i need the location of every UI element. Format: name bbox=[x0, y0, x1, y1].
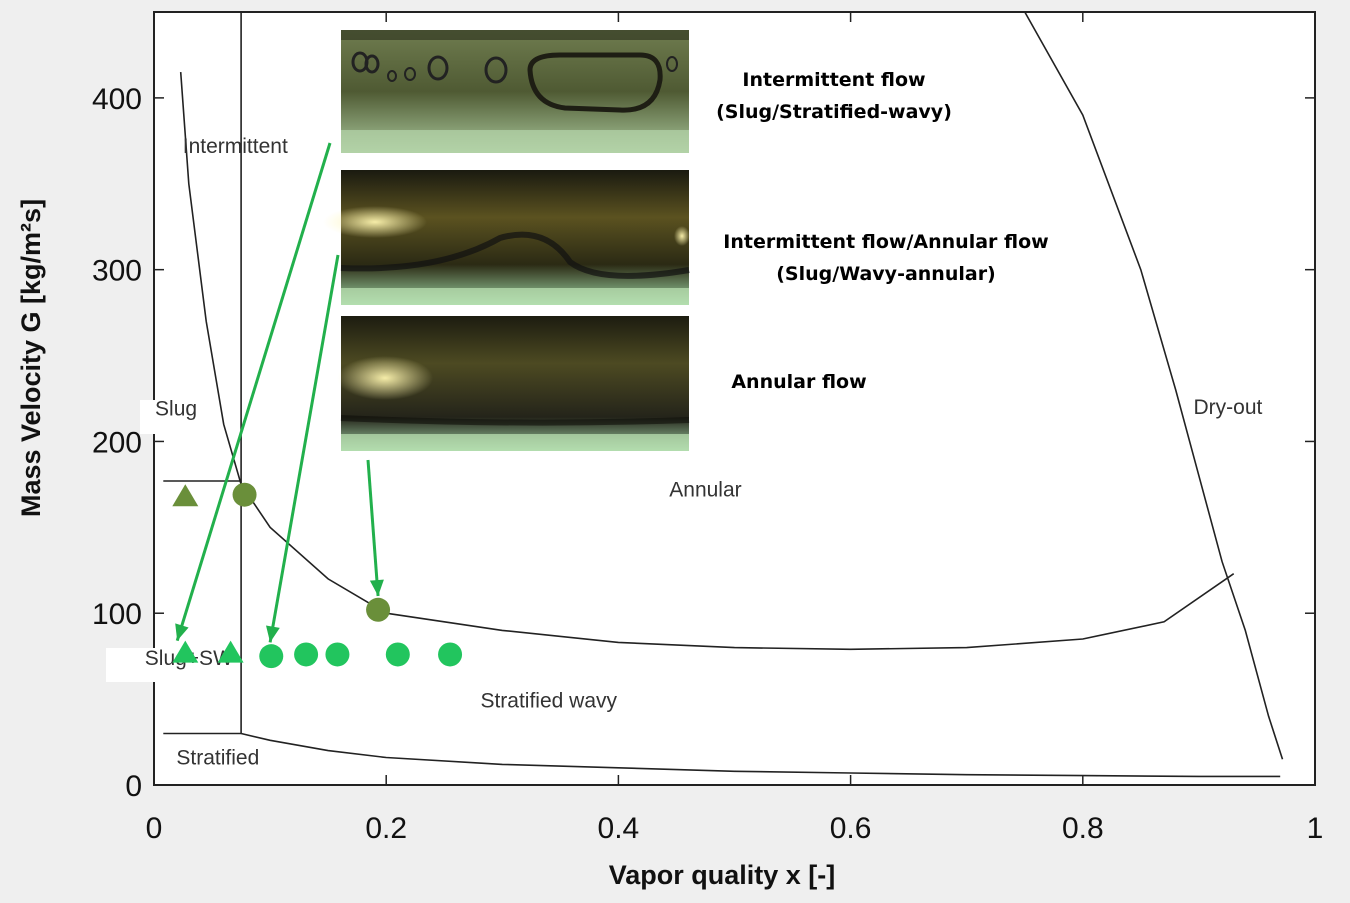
axis-ticks: 0 0.2 0.4 0.6 0.8 1 0 100 200 300 400 bbox=[92, 12, 1323, 845]
photo-arrows bbox=[175, 142, 384, 643]
y-axis-title: Mass Velocity G [kg/m²s] bbox=[16, 199, 46, 517]
x-axis-title: Vapor quality x [-] bbox=[609, 860, 836, 890]
x-tick-label: 1 bbox=[1307, 812, 1324, 845]
arrow-line bbox=[175, 142, 332, 642]
data-point-circle bbox=[232, 482, 257, 507]
data-point-triangle bbox=[217, 640, 244, 663]
region-label-slug: Slug bbox=[155, 398, 197, 421]
arrow-line bbox=[366, 459, 380, 597]
boundary-stratified-wavy-to-stratified bbox=[240, 732, 1281, 778]
caption-2-line-1: Intermittent flow/Annular flow bbox=[723, 231, 1048, 253]
region-label-annular: Annular bbox=[669, 478, 741, 501]
region-labels: Intermittent Slug Slug+SW Stratified Str… bbox=[106, 135, 1263, 769]
data-point-circle bbox=[385, 642, 410, 667]
x-tick-label: 0.2 bbox=[365, 812, 407, 845]
region-label-dry-out: Dry-out bbox=[1193, 396, 1262, 419]
data-point-circle bbox=[294, 642, 319, 667]
flow-photo-3 bbox=[337, 316, 690, 451]
x-tick-label: 0 bbox=[146, 812, 163, 845]
caption-1-line-1: Intermittent flow bbox=[742, 69, 925, 91]
boundary-slug-intermittent-to-annular bbox=[179, 72, 1235, 651]
regime-boundaries bbox=[163, 11, 1284, 778]
caption-2-line-2: (Slug/Wavy-annular) bbox=[776, 263, 996, 285]
caption-3-line-1: Annular flow bbox=[731, 371, 866, 393]
y-tick-label: 0 bbox=[125, 770, 142, 803]
data-point-circle bbox=[438, 642, 463, 667]
x-tick-label: 0.6 bbox=[830, 812, 872, 845]
region-label-stratified: Stratified bbox=[176, 746, 259, 769]
photo-captions: Intermittent flow (Slug/Stratified-wavy)… bbox=[716, 69, 1049, 393]
plot-area bbox=[153, 11, 1316, 786]
arrow-head bbox=[266, 625, 280, 643]
slug-sw-label-background bbox=[106, 648, 218, 682]
arrow-line bbox=[268, 254, 340, 643]
arrow-head bbox=[369, 579, 384, 596]
flow-photo-2 bbox=[323, 170, 690, 305]
arrow-head bbox=[175, 623, 189, 641]
slug-label-background bbox=[140, 400, 200, 434]
x-tick-label: 0.8 bbox=[1062, 812, 1104, 845]
region-label-stratified-wavy: Stratified wavy bbox=[480, 690, 617, 713]
y-tick-label: 100 bbox=[92, 598, 142, 631]
data-point-circle bbox=[259, 644, 284, 669]
caption-1-line-2: (Slug/Stratified-wavy) bbox=[716, 101, 952, 123]
data-point-triangle bbox=[172, 484, 199, 507]
y-tick-label: 200 bbox=[92, 426, 142, 459]
data-point-circle bbox=[325, 642, 350, 667]
flow-photo-1 bbox=[341, 30, 689, 153]
data-point-triangle bbox=[172, 640, 199, 663]
y-tick-label: 400 bbox=[92, 83, 142, 116]
data-point-circle bbox=[366, 597, 391, 622]
data-points bbox=[172, 482, 463, 669]
x-tick-label: 0.4 bbox=[598, 812, 640, 845]
region-label-intermittent: Intermittent bbox=[183, 135, 288, 158]
y-tick-label: 300 bbox=[92, 255, 142, 288]
boundary-dry-out bbox=[1024, 11, 1284, 760]
